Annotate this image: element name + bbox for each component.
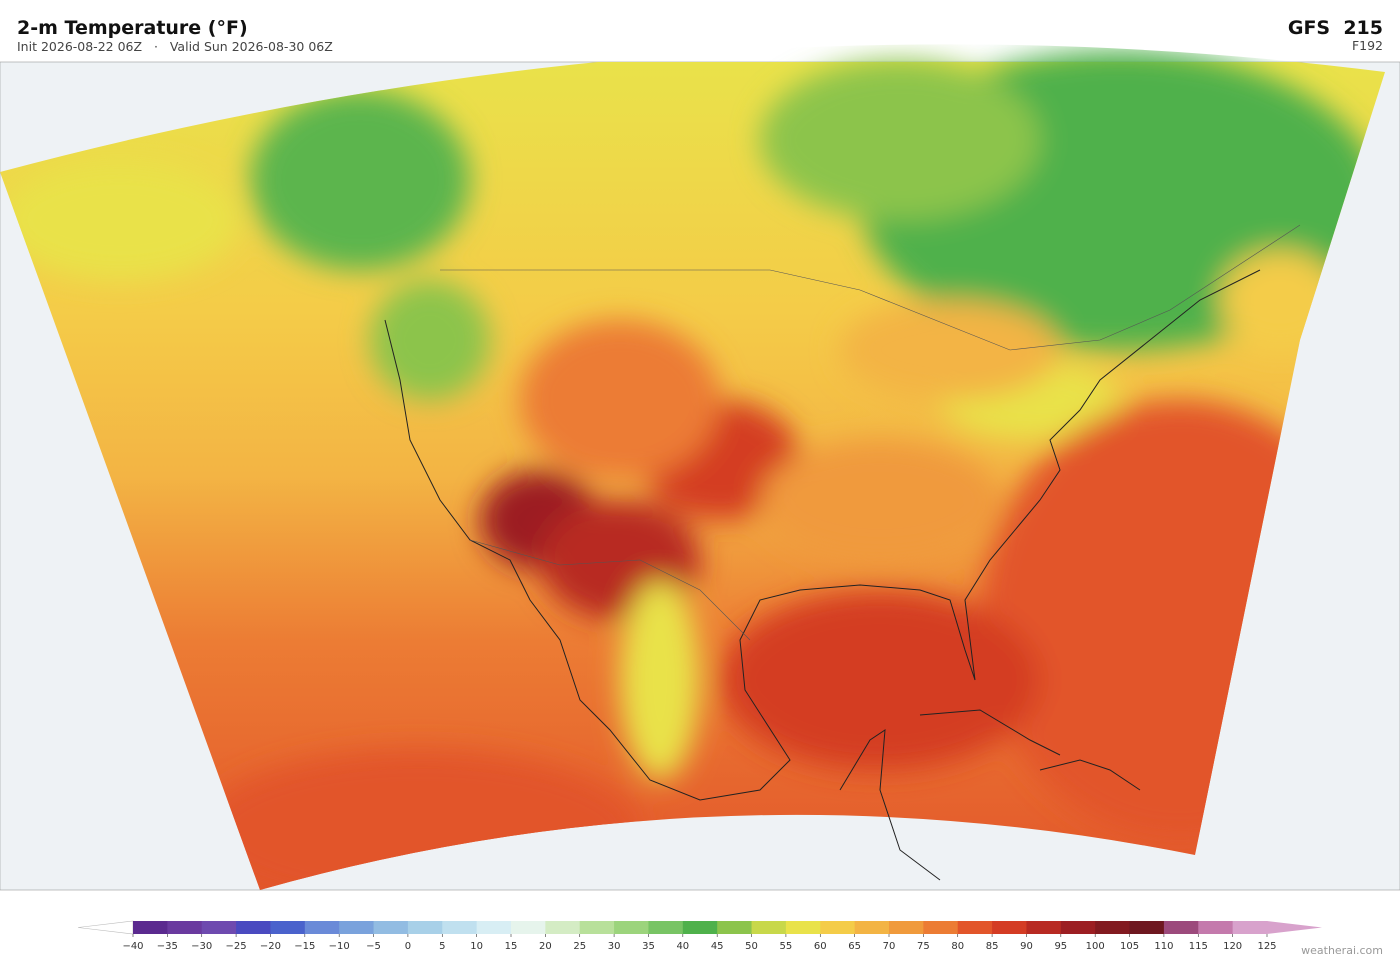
colorbar-bin xyxy=(751,921,787,934)
colorbar-bin xyxy=(1095,921,1131,934)
colorbar-bin xyxy=(1232,921,1268,934)
colorbar-tick-label: 95 xyxy=(1054,941,1067,952)
colorbar-bin xyxy=(1198,921,1234,934)
colorbar-tick-label: 85 xyxy=(986,941,999,952)
colorbar-tick-label: −35 xyxy=(157,941,178,952)
colorbar-bin xyxy=(1060,921,1096,934)
colorbar-bin xyxy=(339,921,375,934)
colorbar-tick-label: 70 xyxy=(883,941,896,952)
colorbar-tick-label: 120 xyxy=(1223,941,1242,952)
field-regions xyxy=(0,50,1380,890)
colorbar-tick-label: 0 xyxy=(405,941,411,952)
colorbar-bin xyxy=(442,921,478,934)
temperature-field xyxy=(0,50,1385,890)
colorbar-bin xyxy=(476,921,512,934)
colorbar-tick-label: 65 xyxy=(848,941,861,952)
colorbar-bin xyxy=(682,921,718,934)
colorbar-tick-label: 50 xyxy=(745,941,758,952)
colorbar-bin xyxy=(785,921,821,934)
colorbar-bin xyxy=(820,921,856,934)
colorbar-tick-label: 90 xyxy=(1020,941,1033,952)
colorbar-tick-label: −5 xyxy=(366,941,381,952)
colorbar-bin xyxy=(511,921,546,934)
colorbar-bin xyxy=(992,921,1027,934)
colorbar-bin xyxy=(957,921,993,934)
borders xyxy=(440,224,1301,641)
colorbar: −40 −35 −30 −25 −20 −15 −10 −5 0 5 10 15 20 25 30 35 40 4… xyxy=(77,920,1322,952)
colorbar-bin xyxy=(407,921,443,934)
colorbar-bin xyxy=(717,921,753,934)
colorbar-tick-label: 110 xyxy=(1154,941,1173,952)
colorbar-tick-label: 10 xyxy=(470,941,483,952)
colorbar-bin xyxy=(133,921,168,934)
colorbar-bin xyxy=(854,921,890,934)
colorbar-bin xyxy=(373,921,409,934)
colorbar-tick-label: 45 xyxy=(711,941,724,952)
colorbar-bin xyxy=(648,921,684,934)
colorbar-bin xyxy=(579,921,615,934)
colorbar-tick-label: 30 xyxy=(608,941,621,952)
colorbar-tick-label: −10 xyxy=(329,941,350,952)
colorbar-bin xyxy=(270,921,306,934)
colorbar-tick-label: 75 xyxy=(917,941,930,952)
colorbar-tick-label: 60 xyxy=(814,941,827,952)
colorbar-bin xyxy=(1163,921,1199,934)
colorbar-tick-label: 15 xyxy=(505,941,518,952)
colorbar-tick-label: −40 xyxy=(122,941,143,952)
colorbar-bin xyxy=(545,921,581,934)
colorbar-tick-label: 115 xyxy=(1189,941,1208,952)
colorbar-tick-label: 105 xyxy=(1120,941,1139,952)
colorbar-bin xyxy=(1129,921,1165,934)
title: 2-m Temperature (°F) xyxy=(17,17,248,39)
colorbar-tick-label: 55 xyxy=(780,941,793,952)
forecast-hour: F192 xyxy=(1352,38,1383,53)
colorbar-tick-label: 35 xyxy=(642,941,655,952)
coastlines xyxy=(384,269,1261,881)
colorbar-tick-label: 80 xyxy=(951,941,964,952)
colorbar-tick-label: 20 xyxy=(539,941,552,952)
colorbar-tick-label: 5 xyxy=(439,941,445,952)
footer-credit: weatherai.com xyxy=(1301,944,1383,957)
colorbar-tick-label: −20 xyxy=(260,941,281,952)
colorbar-bin xyxy=(1026,921,1062,934)
colorbar-tick-label: 125 xyxy=(1257,941,1276,952)
colorbar-tick-label: −25 xyxy=(226,941,247,952)
colorbar-bin xyxy=(304,921,340,934)
colorbar-tick-label: 25 xyxy=(573,941,586,952)
colorbar-tick-label: −15 xyxy=(294,941,315,952)
colorbar-bin xyxy=(167,921,203,934)
colorbar-tick-label: 40 xyxy=(676,941,689,952)
model-label: GFS 215 xyxy=(1288,17,1383,39)
colorbar-tick-label: −30 xyxy=(191,941,212,952)
colorbar-bin xyxy=(236,921,271,934)
colorbar-over xyxy=(1267,921,1322,934)
colorbar-bin xyxy=(889,921,924,934)
colorbar-bin xyxy=(923,921,959,934)
colorbar-under xyxy=(77,920,134,935)
colorbar-bin xyxy=(614,921,649,934)
colorbar-tick-label: 100 xyxy=(1086,941,1105,952)
colorbar-bin xyxy=(201,921,237,934)
subtitle: Init 2026-08-22 06Z · Valid Sun 2026-08-… xyxy=(17,39,333,54)
